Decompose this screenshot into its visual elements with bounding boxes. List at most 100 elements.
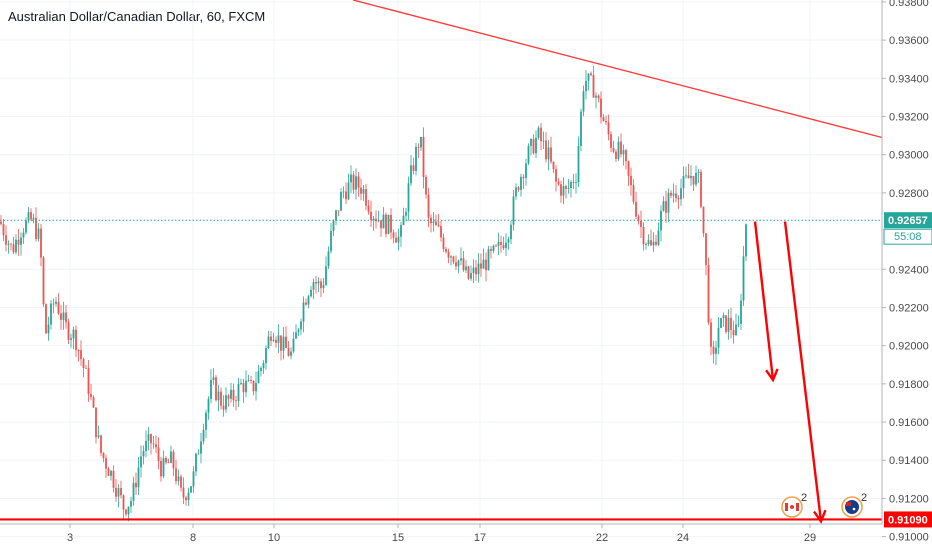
candle-body	[672, 193, 675, 196]
candle-body	[545, 140, 547, 160]
candle-body	[687, 175, 690, 179]
trendline	[352, 0, 883, 139]
candle-body	[62, 312, 65, 320]
candle-body	[692, 175, 695, 185]
candle-body	[447, 251, 450, 258]
candle-body	[600, 98, 602, 118]
candle-body	[612, 147, 615, 152]
candle-body	[547, 147, 550, 160]
candle-body	[710, 322, 712, 347]
candle-body	[115, 487, 117, 497]
candle-body	[137, 467, 140, 488]
candle-body	[225, 395, 227, 410]
candle-body	[567, 188, 570, 189]
candle-body	[580, 111, 582, 146]
candle-body	[367, 205, 370, 212]
candle-body	[622, 150, 625, 155]
candle-body	[502, 245, 505, 249]
candle-body	[417, 146, 420, 148]
candle-body	[245, 380, 247, 393]
candle-body	[360, 187, 362, 194]
candle-body	[195, 453, 197, 472]
chart-title: Australian Dollar/Canadian Dollar, 60, F…	[8, 9, 266, 24]
candle-body	[325, 266, 327, 285]
candle-body	[455, 262, 457, 267]
candle-body	[30, 212, 32, 220]
candle-body	[720, 318, 722, 328]
candle-body	[592, 75, 595, 98]
candle-body	[675, 193, 677, 199]
candle-body	[165, 458, 167, 463]
candle-body	[705, 233, 707, 266]
candle-body	[80, 350, 82, 360]
candle-body	[365, 188, 367, 206]
candle-body	[630, 175, 632, 186]
candle-body	[142, 451, 145, 457]
candle-body	[342, 191, 345, 193]
candle-body	[685, 175, 687, 177]
candle-body	[457, 260, 460, 267]
candle-body	[322, 284, 325, 289]
candle-body	[122, 495, 125, 510]
candle-body	[427, 194, 430, 218]
candle-body	[320, 281, 322, 289]
candle-body	[395, 237, 397, 243]
support-price-badge	[884, 511, 932, 528]
candle-body	[262, 363, 265, 369]
candle-body	[495, 245, 497, 247]
candle-body	[347, 182, 350, 200]
candle-body	[237, 384, 240, 401]
candle-body	[677, 198, 680, 200]
candle-body	[265, 348, 267, 364]
candle-body	[595, 95, 597, 98]
candle-body	[147, 434, 150, 441]
candle-body	[20, 237, 22, 245]
y-tick-label: 0.91200	[889, 493, 929, 505]
candle-body	[102, 452, 105, 459]
candle-body	[267, 336, 270, 349]
candle-body	[522, 176, 525, 179]
candle-body	[310, 289, 312, 297]
candle-body	[52, 303, 55, 305]
candle-body	[235, 400, 237, 402]
candle-body	[725, 315, 727, 332]
candle-body	[422, 136, 425, 178]
candle-body	[57, 301, 60, 314]
candle-body	[490, 249, 492, 251]
candle-body	[305, 302, 307, 305]
candle-body	[232, 389, 235, 401]
candle-body	[45, 304, 47, 334]
candle-body	[300, 321, 302, 330]
candle-body	[590, 73, 592, 76]
candle-body	[150, 434, 152, 444]
candle-body	[135, 482, 137, 488]
candle-body	[185, 497, 187, 501]
candle-body	[572, 181, 575, 183]
candle-body	[7, 243, 10, 245]
candle-body	[715, 347, 717, 354]
candle-body	[532, 139, 535, 154]
candle-body	[635, 201, 637, 217]
candle-body	[182, 487, 185, 498]
candle-body	[420, 136, 422, 148]
candle-body	[697, 171, 700, 173]
candle-body	[302, 302, 305, 322]
candle-body	[252, 380, 255, 392]
candle-body	[730, 317, 732, 330]
candle-body	[327, 251, 330, 267]
candle-body	[727, 317, 730, 332]
candle-body	[60, 313, 62, 320]
candle-body	[667, 192, 670, 213]
candle-body	[562, 186, 565, 196]
candle-body	[160, 460, 162, 477]
candle-body	[597, 95, 600, 99]
candle-body	[97, 435, 100, 438]
candle-body	[575, 182, 577, 184]
candle-body	[127, 506, 130, 515]
candle-body	[272, 339, 275, 341]
candle-body	[312, 282, 315, 290]
candle-body	[332, 220, 335, 231]
countdown-label: 55:08	[894, 231, 922, 243]
candle-body	[285, 336, 287, 349]
